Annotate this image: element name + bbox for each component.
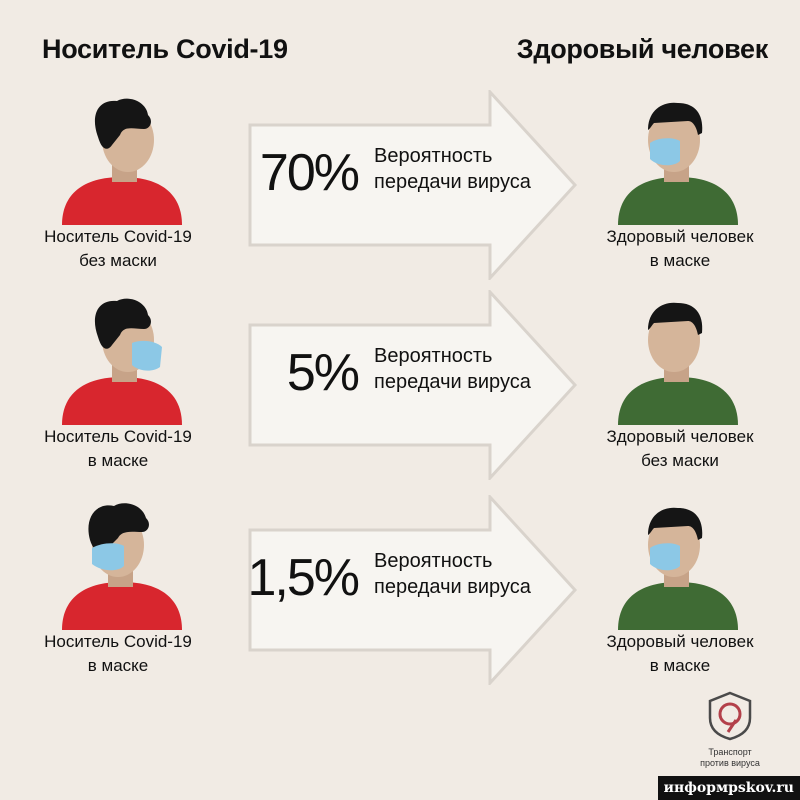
header-carrier: Носитель Covid-19 — [42, 34, 288, 64]
probability-percent: 70% — [259, 144, 360, 202]
arrow-shape — [248, 495, 578, 685]
carrier-caption-line2: в маске — [87, 656, 149, 675]
healthy-masked-figure — [618, 102, 738, 225]
logo-text-line2: против вируса — [700, 758, 760, 768]
healthy-caption: Здоровый человек без маски — [570, 425, 790, 473]
healthy-caption: Здоровый человек в маске — [570, 225, 790, 273]
healthy-caption-line1: Здоровый человек — [606, 227, 754, 246]
probability-line2: передачи вируса — [374, 576, 531, 598]
healthy-caption-line2: в маске — [649, 251, 711, 270]
carrier-caption-line2: в маске — [87, 451, 149, 470]
healthy-unmasked-figure — [618, 302, 738, 425]
carrier-caption-line1: Носитель Covid-19 — [44, 427, 192, 446]
carrier-caption: Носитель Covid-19 в маске — [8, 425, 228, 473]
probability-line2: передачи вируса — [374, 171, 531, 193]
watermark: информpskov.ru — [657, 776, 800, 800]
arrow-shape — [248, 290, 578, 480]
probability-percent: 1,5% — [247, 549, 360, 607]
carrier-caption-line1: Носитель Covid-19 — [44, 632, 192, 651]
healthy-caption-line2: в маске — [649, 656, 711, 675]
probability-percent: 5% — [286, 344, 360, 402]
scenario-row: Носитель Covid-19 в маске 1,5% Вероятнос… — [0, 495, 800, 690]
shield-logo-icon — [708, 691, 752, 741]
probability-label: Вероятность передачи вируса — [374, 143, 531, 195]
carrier-caption: Носитель Covid-19 в маске — [8, 630, 228, 678]
probability-line2: передачи вируса — [374, 371, 531, 393]
scenario-row: Носитель Covid-19 в маске 5% Вероятность… — [0, 290, 800, 485]
healthy-caption-line1: Здоровый человек — [606, 632, 754, 651]
header-healthy: Здоровый человек — [516, 34, 769, 64]
carrier-caption-line1: Носитель Covid-19 — [44, 227, 192, 246]
probability-label: Вероятность передачи вируса — [374, 343, 531, 395]
probability-line1: Вероятность — [374, 145, 493, 167]
carrier-unmasked-figure — [62, 98, 182, 225]
logo-text-line1: Транспорт — [708, 747, 752, 757]
carrier-caption: Носитель Covid-19 без маски — [8, 225, 228, 273]
probability-label: Вероятность передачи вируса — [374, 548, 531, 600]
arrow-shape — [248, 90, 578, 280]
healthy-caption-line2: без маски — [641, 451, 719, 470]
transport-logo: Транспорт против вируса — [695, 690, 765, 769]
probability-line1: Вероятность — [374, 550, 493, 572]
healthy-caption-line1: Здоровый человек — [606, 427, 754, 446]
carrier-masked-figure — [62, 503, 182, 630]
probability-line1: Вероятность — [374, 345, 493, 367]
carrier-masked-figure — [62, 298, 182, 425]
carrier-caption-line2: без маски — [79, 251, 157, 270]
healthy-masked-figure — [618, 507, 738, 630]
healthy-caption: Здоровый человек в маске — [570, 630, 790, 678]
scenario-row: Носитель Covid-19 без маски 70% Вероятно… — [0, 90, 800, 285]
